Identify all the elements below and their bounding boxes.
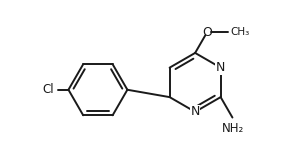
Text: CH₃: CH₃ bbox=[231, 27, 250, 37]
Text: O: O bbox=[202, 25, 212, 39]
Text: N: N bbox=[190, 105, 200, 118]
Text: Cl: Cl bbox=[42, 83, 54, 96]
Text: N: N bbox=[216, 61, 225, 74]
Text: NH₂: NH₂ bbox=[222, 122, 244, 135]
